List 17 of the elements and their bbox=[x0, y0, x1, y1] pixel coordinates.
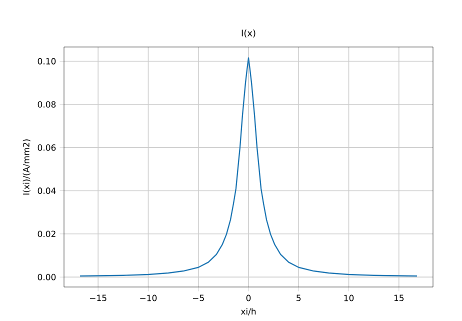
x-tick-label: −15 bbox=[90, 294, 106, 302]
x-tick-label: 5 bbox=[296, 294, 301, 302]
x-tick-label: 10 bbox=[344, 294, 354, 302]
y-tick-label: 0.06 bbox=[38, 144, 56, 151]
y-tick-label: 0.00 bbox=[38, 274, 56, 280]
line-series bbox=[79, 57, 418, 277]
x-tick-label: −10 bbox=[140, 294, 157, 302]
y-tick-label: 0.04 bbox=[38, 188, 56, 194]
y-tick-label: 0.08 bbox=[38, 101, 56, 108]
x-tick-label: −5 bbox=[192, 294, 204, 302]
y-axis-title: I(xi)/(A/mm2) bbox=[22, 139, 30, 195]
x-axis-title: xi/h bbox=[240, 308, 256, 316]
y-tick-label: 0.02 bbox=[38, 230, 56, 238]
y-tick-label: 0.10 bbox=[38, 58, 56, 64]
chart-title: I(x) bbox=[242, 29, 256, 38]
x-tick-label: 15 bbox=[394, 294, 404, 302]
x-tick-label: 0 bbox=[246, 294, 251, 302]
